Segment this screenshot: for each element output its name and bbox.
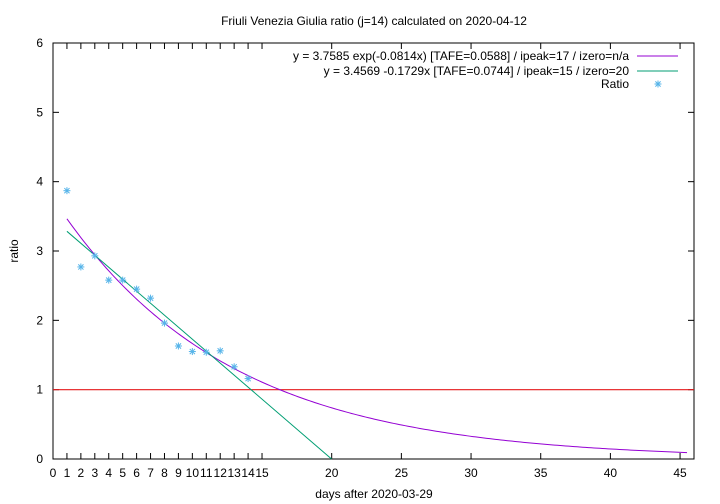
ratio-data-point: [188, 348, 196, 356]
x-tick-label: 0: [50, 466, 57, 480]
y-tick-label: 0: [36, 452, 43, 466]
x-tick-label: 4: [105, 466, 112, 480]
x-tick-label: 9: [175, 466, 182, 480]
x-tick-label: 15: [255, 466, 269, 480]
x-tick-label: 2: [78, 466, 85, 480]
exp-fit-curve: [66, 218, 688, 454]
chart-title: Friuli Venezia Giulia ratio (j=14) calcu…: [221, 14, 527, 28]
ratio-data-point: [230, 363, 238, 371]
x-tick-label: 14: [241, 466, 255, 480]
ratio-data-point: [77, 263, 85, 271]
ratio-data-point: [160, 319, 168, 327]
x-tick-label: 20: [325, 466, 339, 480]
legend-label-linear-fit: y = 3.4569 -0.1729x [TAFE=0.0744] / ipea…: [324, 64, 630, 78]
ratio-data-point: [216, 347, 224, 355]
ratio-data-point: [174, 342, 182, 350]
x-tick-label: 7: [147, 466, 154, 480]
ratio-data-point: [147, 294, 155, 302]
y-tick-label: 3: [36, 244, 43, 258]
x-tick-label: 40: [604, 466, 618, 480]
x-tick-label: 35: [534, 466, 548, 480]
x-tick-label: 6: [133, 466, 140, 480]
y-axis-label: ratio: [7, 239, 21, 263]
y-tick-label: 2: [36, 313, 43, 327]
x-tick-label: 25: [395, 466, 409, 480]
legend-label-ratio: Ratio: [601, 77, 629, 91]
ratio-data-point: [63, 187, 71, 195]
linear-fit-line: [66, 230, 332, 460]
legend-label-exp-fit: y = 3.7585 exp(-0.0814x) [TAFE=0.0588] /…: [293, 49, 629, 63]
x-axis-label: days after 2020-03-29: [315, 487, 433, 501]
y-tick-label: 1: [36, 383, 43, 397]
x-tick-label: 10: [186, 466, 200, 480]
y-tick-label: 5: [36, 105, 43, 119]
x-tick-label: 8: [161, 466, 168, 480]
x-tick-label: 11: [200, 466, 213, 480]
ratio-data-point: [105, 276, 113, 284]
ratio-data-point: [244, 375, 252, 383]
legend-ratio-star: [654, 80, 662, 88]
x-tick-label: 45: [673, 466, 687, 480]
ratio-data-point: [119, 276, 127, 284]
plot-area: 0 1 2 3 4 5 6 7 8 9 10 11 12 13 14 15 20 25 30 35 40 45012345…: [36, 36, 695, 480]
ratio-data-point: [91, 252, 99, 260]
legend: y = 3.7585 exp(-0.0814x) [TAFE=0.0588] /…: [293, 49, 678, 91]
x-tick-label: 12: [214, 466, 228, 480]
x-tick-label: 30: [464, 466, 478, 480]
x-tick-label: 13: [227, 466, 241, 480]
ratio-data-point: [133, 285, 141, 293]
y-tick-label: 6: [36, 36, 43, 50]
x-tick-label: 3: [91, 466, 98, 480]
ratio-data-point: [202, 348, 210, 356]
legend-marker-ratio: [654, 80, 662, 88]
x-tick-label: 1: [64, 466, 71, 480]
x-tick-label: 5: [119, 466, 126, 480]
y-tick-label: 4: [36, 175, 43, 189]
